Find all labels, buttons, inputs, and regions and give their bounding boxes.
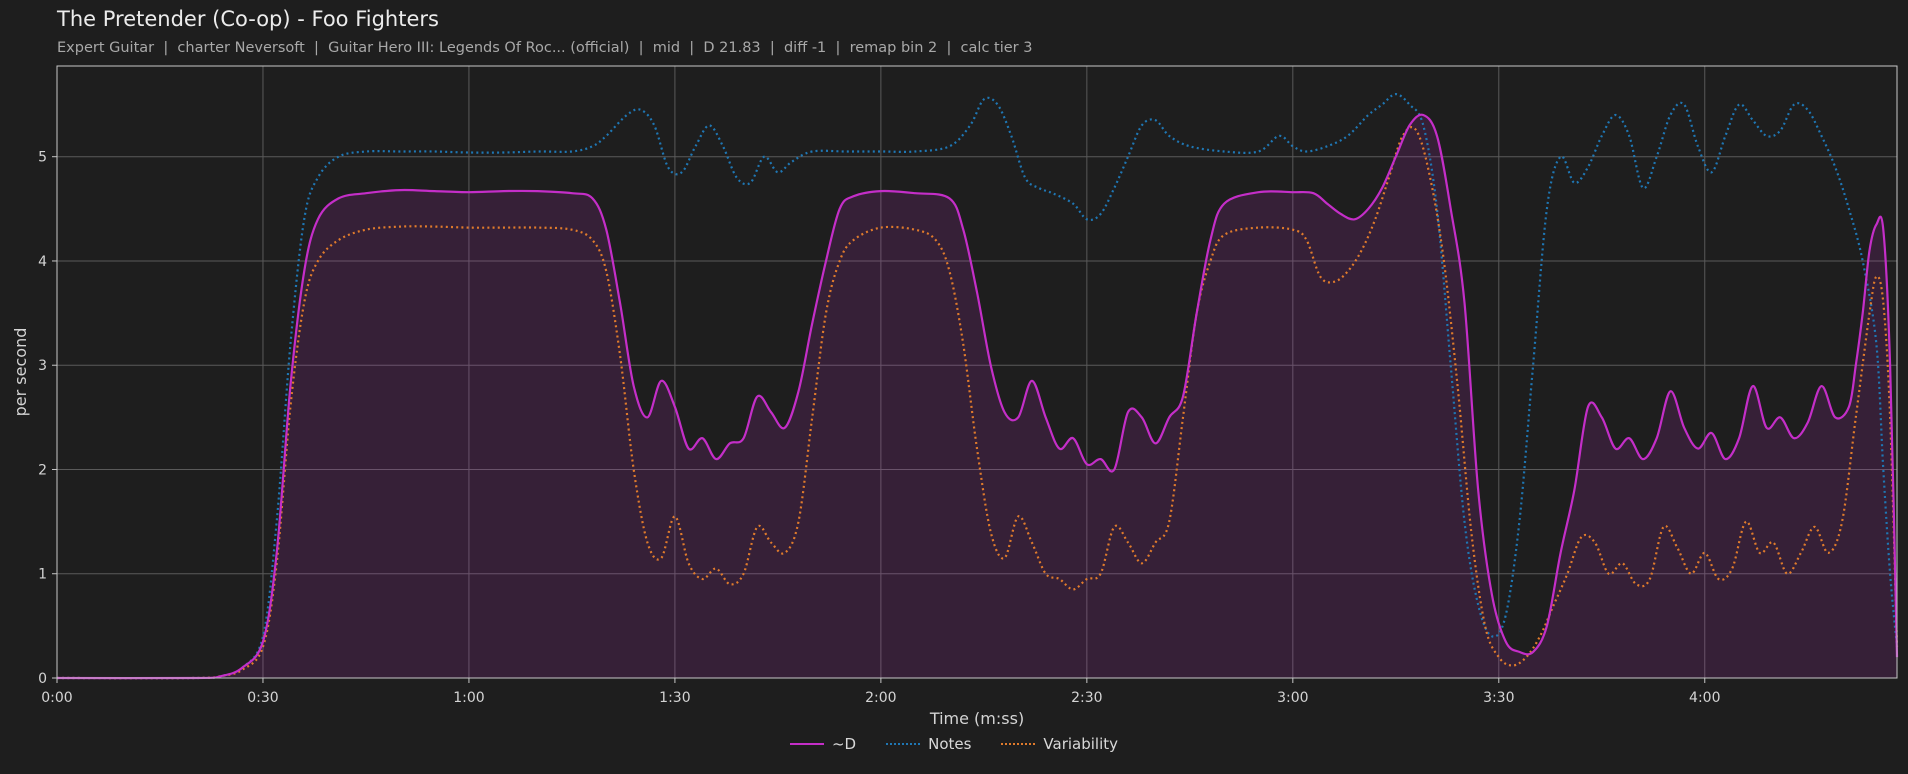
y-tick-label: 0	[38, 671, 47, 687]
series-line-1	[56, 93, 1899, 680]
legend-item: Notes	[886, 735, 971, 753]
plot-frame	[56, 65, 1898, 679]
x-ticks: 0:00 0:30 1:00 1:30 2:00 2:30 3:00 3:30 4:00	[41, 678, 1720, 706]
y-tick-label: 5	[38, 150, 47, 166]
series-fill-0	[57, 114, 1897, 679]
x-axis-label: Time (m:ss)	[929, 709, 1024, 728]
chart-title: The Pretender (Co-op) - Foo Fighters	[57, 7, 439, 31]
series-line-2	[56, 126, 1899, 680]
legend-label: Notes	[928, 735, 972, 753]
x-tick-label: 3:30	[1483, 690, 1514, 706]
grid-lines	[57, 66, 1897, 678]
legend-item: Variability	[1001, 735, 1118, 753]
series-line-0	[56, 113, 1899, 680]
chart-subtitle: Expert Guitar | charter Neversoft | Guit…	[57, 40, 1033, 56]
legend: ~D Notes Variability	[0, 735, 1908, 753]
legend-swatch	[1001, 743, 1036, 745]
legend-label: Variability	[1043, 735, 1119, 753]
legend-swatch	[789, 743, 824, 745]
x-tick-label: 1:00	[453, 690, 484, 706]
y-ticks: 0 1 2 3 4 5	[38, 150, 57, 687]
y-tick-label: 4	[38, 254, 47, 270]
y-tick-label: 3	[38, 358, 47, 374]
x-tick-label: 2:00	[865, 690, 896, 706]
legend-swatch	[886, 743, 921, 745]
legend-item: ~D	[789, 735, 857, 753]
x-tick-label: 1:30	[659, 690, 690, 706]
x-tick-label: 4:00	[1689, 690, 1720, 706]
x-tick-label: 0:00	[41, 690, 72, 706]
y-tick-label: 2	[38, 462, 47, 478]
x-tick-label: 2:30	[1071, 690, 1102, 706]
x-tick-label: 3:00	[1277, 690, 1308, 706]
y-axis-label: per second	[11, 328, 30, 417]
x-tick-label: 0:30	[247, 690, 278, 706]
legend-label: ~D	[831, 735, 857, 753]
y-tick-label: 1	[38, 567, 47, 583]
series-layer	[56, 93, 1899, 680]
